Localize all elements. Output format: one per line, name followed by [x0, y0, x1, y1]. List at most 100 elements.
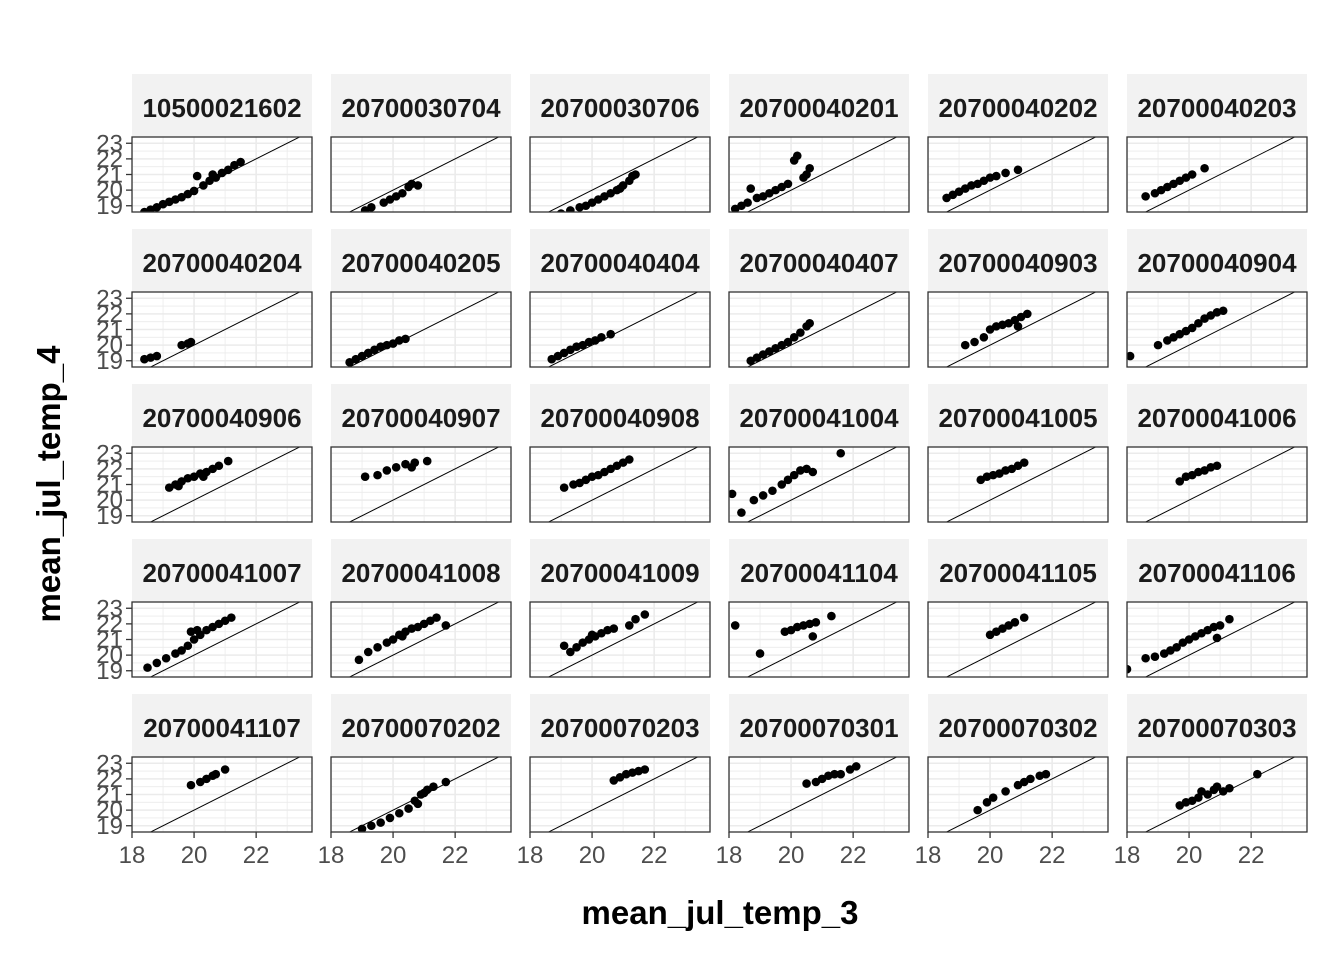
data-point — [211, 769, 221, 779]
data-point — [1001, 168, 1010, 178]
facet-strip — [1127, 229, 1307, 292]
facet-label: 20700040204 — [142, 248, 302, 278]
facet-label: 20700040201 — [739, 93, 898, 123]
reference-line-group — [348, 137, 500, 212]
data-point — [143, 663, 152, 672]
grid-lines — [928, 137, 1108, 212]
facet-label: 20700041004 — [739, 403, 899, 433]
grid-lines — [1127, 292, 1307, 367]
points — [547, 329, 615, 364]
reference-line — [149, 602, 301, 677]
facet-label: 20700041106 — [1138, 558, 1296, 588]
data-point — [631, 614, 640, 624]
data-point — [960, 340, 970, 350]
points — [985, 613, 1029, 640]
data-point — [640, 610, 650, 619]
y-axis-title: mean_jul_temp_4 — [30, 345, 67, 623]
y-tick-label: 21 — [96, 317, 123, 344]
panel-border — [529, 756, 711, 833]
facet-panel: 20700040903 — [927, 229, 1109, 368]
data-point — [587, 630, 597, 640]
facet-panel: 20700040907 — [330, 384, 512, 523]
data-point — [227, 613, 236, 622]
data-point — [746, 184, 756, 193]
y-axes: 1920212223192021222319202122231920212223… — [96, 130, 132, 840]
facet-panel: 20700040904 — [1126, 229, 1308, 368]
panel-border — [330, 601, 512, 678]
data-point — [557, 209, 566, 212]
grid-lines — [530, 757, 710, 832]
data-point — [189, 186, 199, 196]
reference-line-group — [547, 757, 699, 832]
grid-lines — [530, 137, 710, 212]
points — [973, 769, 1051, 815]
points — [360, 456, 432, 481]
y-tick-label: 22 — [96, 301, 123, 328]
data-point — [161, 653, 171, 663]
facet-label: 20700040205 — [341, 248, 500, 278]
data-point — [192, 171, 202, 181]
facet-strip — [331, 694, 511, 757]
y-tick-label: 19 — [96, 813, 123, 840]
grid-lines — [928, 447, 1108, 522]
facet-panel: 20700041006 — [1126, 384, 1308, 523]
facet-strip — [331, 539, 511, 602]
data-point — [1001, 787, 1010, 796]
reference-line-group — [348, 292, 500, 367]
reference-line — [1144, 292, 1296, 367]
points — [360, 179, 423, 212]
facet-label: 20700070301 — [739, 713, 898, 743]
data-point — [789, 333, 799, 342]
facet-panel: 20700040906 — [131, 384, 313, 523]
data-point — [385, 813, 395, 823]
panel-border — [728, 136, 910, 213]
data-point — [152, 351, 162, 361]
data-point — [566, 206, 575, 212]
x-tick-label: 20 — [579, 842, 606, 869]
data-point — [363, 647, 373, 657]
facet-label: 20700030704 — [341, 93, 501, 123]
x-tick-label: 20 — [778, 842, 805, 869]
data-point — [737, 508, 746, 517]
reference-line — [149, 757, 301, 832]
reference-line-group — [746, 137, 898, 212]
reference-line-group — [1144, 292, 1296, 367]
data-point — [186, 337, 196, 347]
x-tick-label: 20 — [181, 842, 208, 869]
panel-border — [529, 136, 711, 213]
reference-line-group — [945, 447, 1097, 522]
data-point — [1212, 633, 1222, 643]
data-point — [1203, 790, 1212, 799]
data-point — [1187, 170, 1197, 179]
data-point — [836, 448, 846, 458]
panel-border — [927, 136, 1109, 213]
reference-line-group — [149, 757, 301, 832]
x-tick-label: 18 — [915, 842, 942, 869]
facet-strip — [530, 229, 710, 292]
reference-line-group — [945, 137, 1097, 212]
data-point — [802, 170, 811, 179]
data-point — [1141, 653, 1150, 663]
points — [1175, 461, 1222, 486]
facet-strip — [1127, 694, 1307, 757]
reference-line-group — [945, 602, 1097, 677]
panel-border — [529, 446, 711, 523]
points — [960, 309, 1032, 350]
reference-line — [945, 292, 1097, 367]
y-tick-label: 23 — [96, 595, 123, 622]
facet-label: 20700040407 — [739, 248, 898, 278]
facet-panels: 10500021602 20700030704 20700030706 2070004… — [131, 74, 1308, 833]
reference-line — [149, 292, 301, 367]
facet-strip — [928, 74, 1108, 137]
grid-lines — [1127, 137, 1307, 212]
points — [559, 455, 634, 492]
reference-line — [348, 137, 500, 212]
facet-panel: 20700030706 — [529, 74, 711, 213]
data-point — [208, 170, 217, 179]
x-tick-label: 22 — [1238, 842, 1265, 869]
data-point — [851, 762, 861, 771]
panel-border — [728, 291, 910, 368]
data-point — [357, 824, 367, 832]
y-tick-label: 23 — [96, 130, 123, 157]
data-point — [783, 475, 793, 485]
